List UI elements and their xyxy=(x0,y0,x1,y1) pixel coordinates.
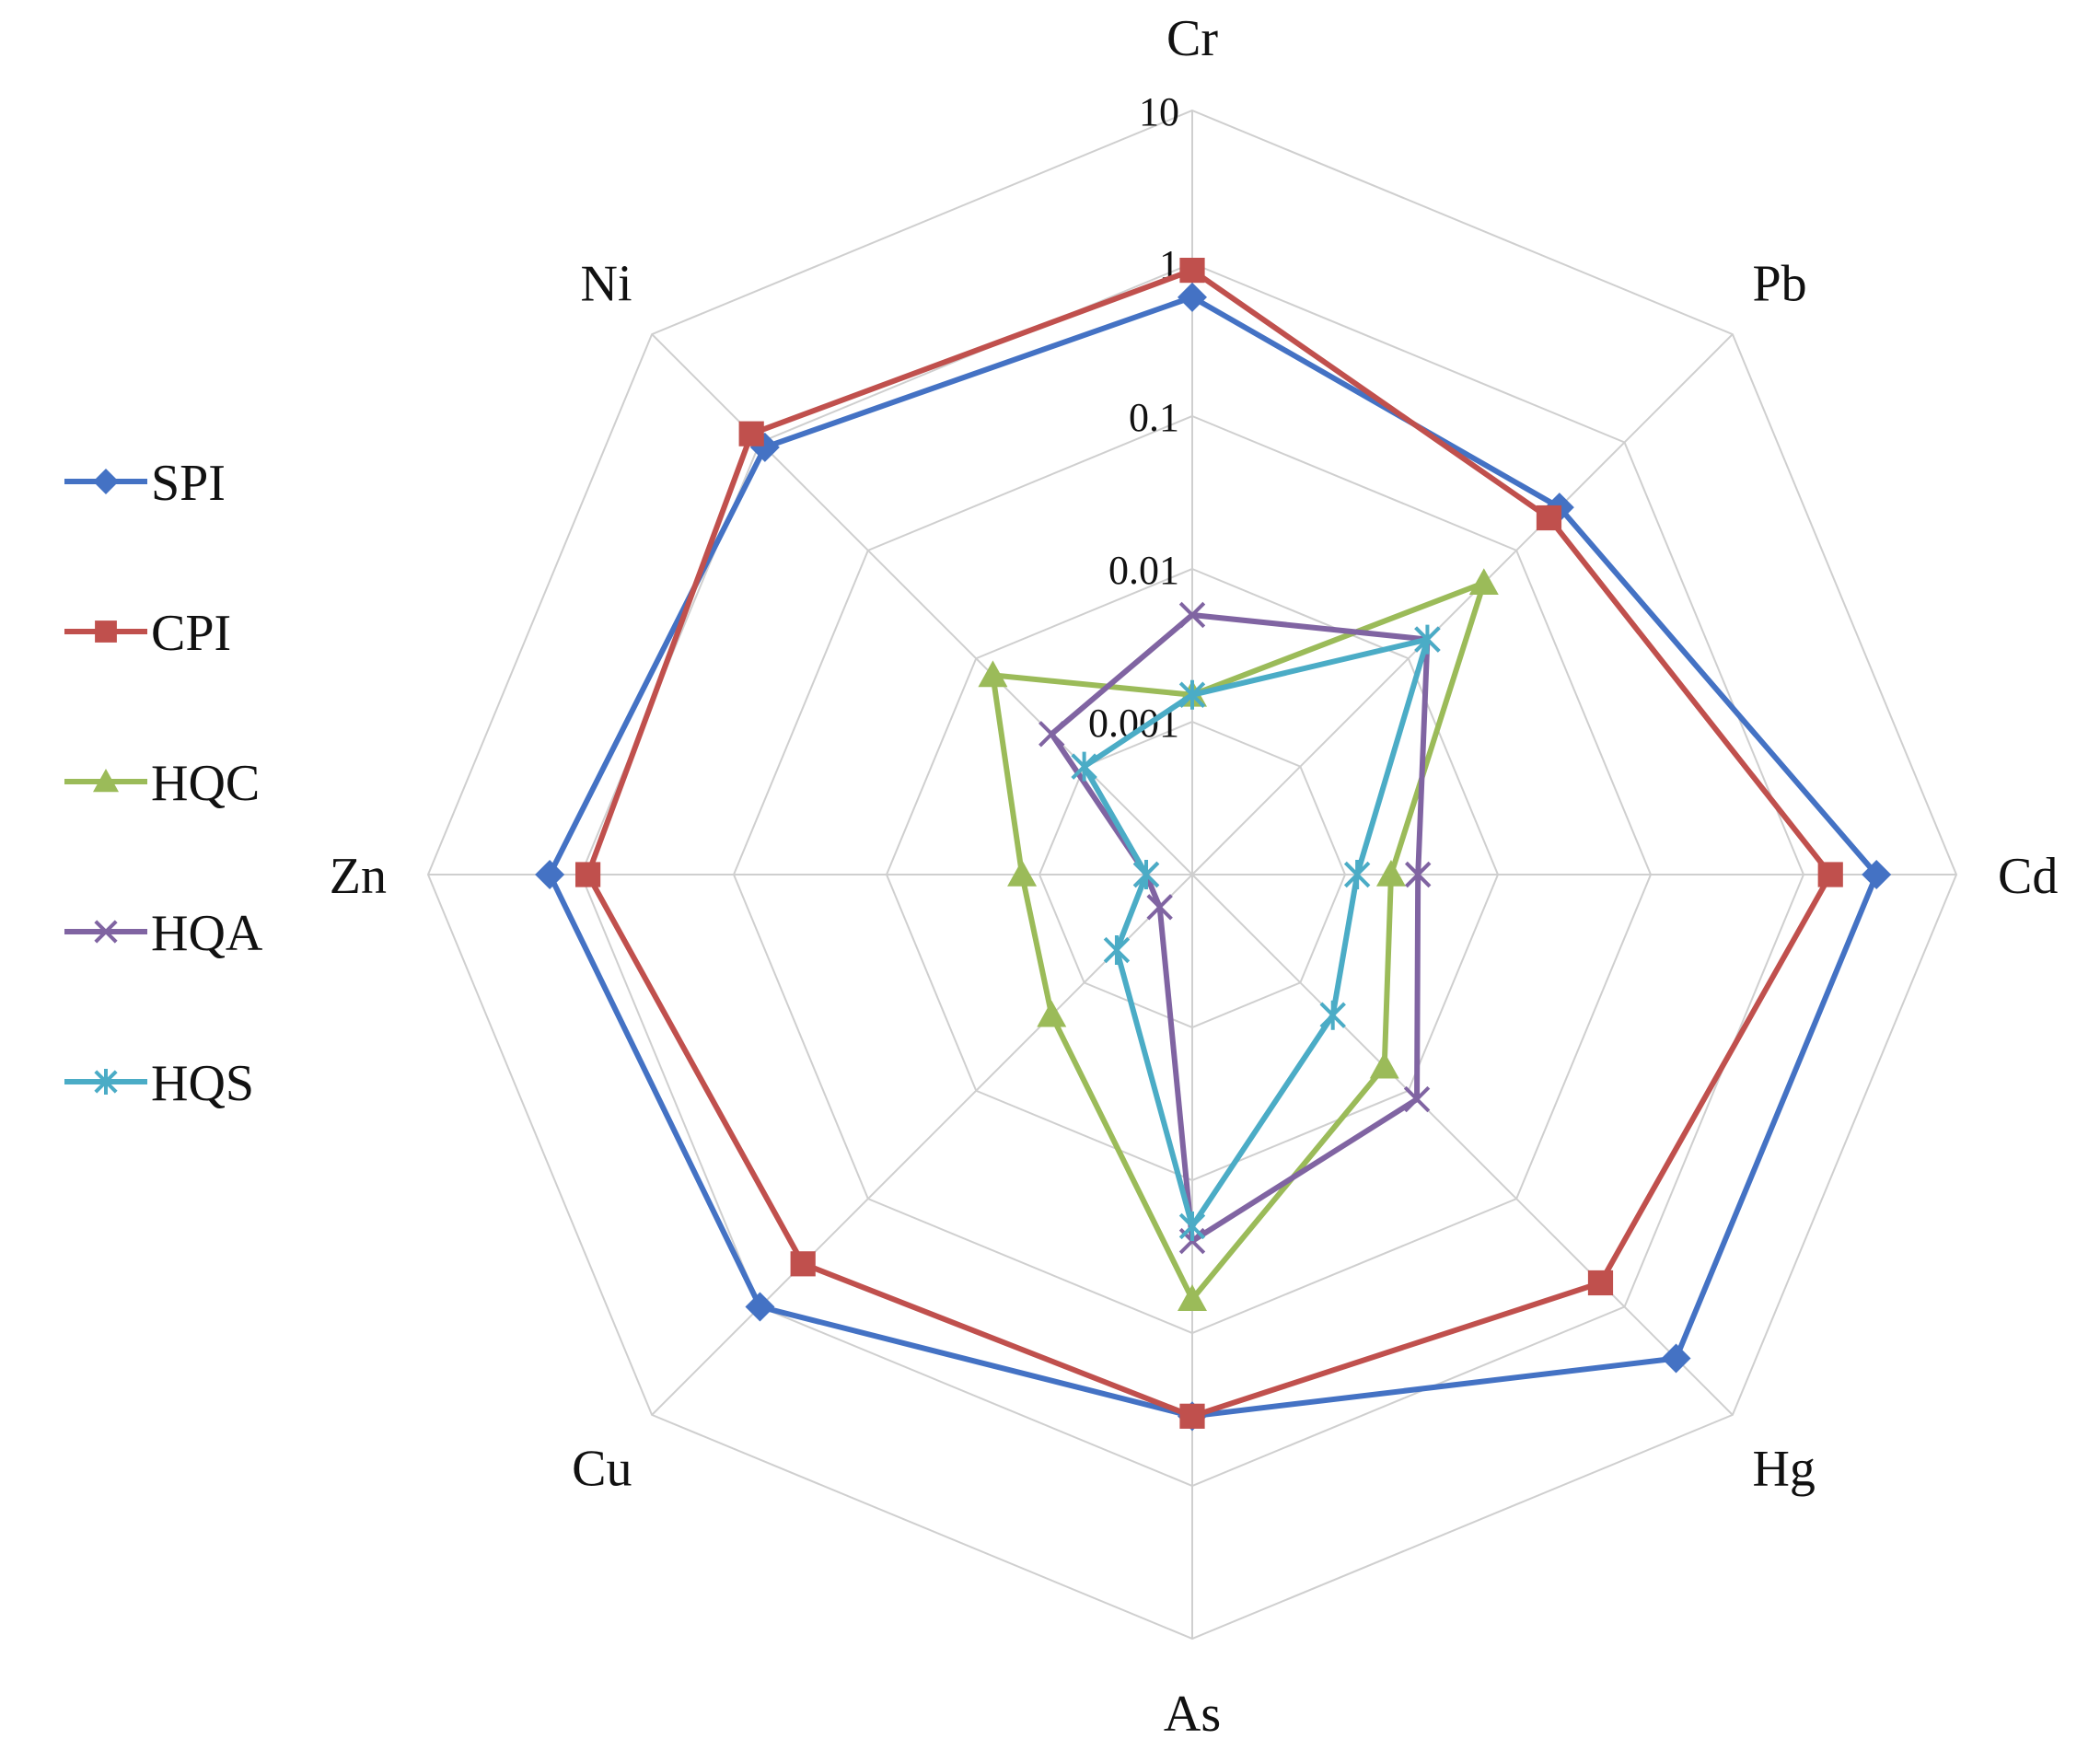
axis-spoke xyxy=(1191,874,1734,1416)
data-point xyxy=(1178,1284,1207,1311)
data-point xyxy=(1587,1270,1614,1296)
axis-label-cr: Cr xyxy=(1166,10,1218,67)
tick-label: 0.1 xyxy=(1129,395,1179,440)
data-point xyxy=(93,769,119,793)
data-point xyxy=(1071,751,1097,782)
data-point xyxy=(1179,257,1205,284)
tick-label: 0.001 xyxy=(1088,701,1179,746)
legend-item-hqa: HQA xyxy=(64,905,263,962)
data-point xyxy=(790,1251,816,1277)
data-series xyxy=(535,257,1892,1432)
legend-item-hqc: HQC xyxy=(64,755,260,812)
data-point xyxy=(738,421,764,446)
data-point xyxy=(535,860,565,889)
axis-label-cu: Cu xyxy=(572,1440,632,1497)
data-point xyxy=(1468,568,1499,595)
axis-label-zn: Zn xyxy=(330,848,387,905)
data-point xyxy=(1414,624,1441,655)
tick-label: 10 xyxy=(1139,89,1179,134)
data-point xyxy=(1178,282,1207,312)
legend-item-cpi: CPI xyxy=(64,605,231,662)
axis-spoke xyxy=(651,874,1193,1416)
axis-label-as: As xyxy=(1164,1686,1221,1743)
data-point xyxy=(1007,860,1038,887)
series-line xyxy=(547,294,1880,1420)
data-point xyxy=(1146,894,1173,921)
data-point xyxy=(574,862,601,887)
legend-label: CPI xyxy=(151,605,231,662)
data-point xyxy=(1817,862,1843,887)
legend-item-spi: SPI xyxy=(64,455,226,512)
data-point xyxy=(1178,1211,1206,1241)
series-spi xyxy=(535,282,1892,1432)
data-point xyxy=(1536,504,1562,531)
axis-labels: Cr Pb Cd Hg As Cu Zn Ni xyxy=(330,10,2059,1743)
data-point xyxy=(1038,721,1065,748)
data-point xyxy=(1178,679,1206,710)
data-point xyxy=(1343,860,1371,889)
axis-label-cd: Cd xyxy=(1998,848,2058,905)
data-point xyxy=(94,1069,118,1095)
data-point xyxy=(745,1292,775,1322)
data-point xyxy=(94,920,118,944)
data-point xyxy=(1037,1000,1067,1027)
data-point xyxy=(1369,1051,1399,1079)
data-point xyxy=(1103,935,1131,966)
data-point xyxy=(1132,860,1160,889)
data-point xyxy=(1178,601,1206,629)
axis-spoke xyxy=(1191,333,1734,876)
axis-label-hg: Hg xyxy=(1752,1440,1815,1497)
data-point xyxy=(1375,860,1406,887)
data-point xyxy=(1404,861,1432,888)
legend-label: HQA xyxy=(151,905,263,962)
series-hqs xyxy=(1071,624,1441,1241)
legend-label: HQS xyxy=(151,1055,254,1112)
data-point xyxy=(95,620,117,643)
legend-label: HQC xyxy=(151,755,260,812)
data-point xyxy=(1661,1343,1691,1374)
series-hqc xyxy=(978,568,1499,1311)
data-point xyxy=(1403,1085,1431,1113)
series-cpi xyxy=(574,257,1843,1429)
data-point xyxy=(1862,860,1892,889)
legend-label: SPI xyxy=(151,455,226,512)
axis-label-ni: Ni xyxy=(581,256,632,313)
legend: SPI CPI HQC HQA HQS xyxy=(64,455,263,1112)
data-point xyxy=(1179,1403,1205,1429)
tick-label: 0.01 xyxy=(1108,548,1179,593)
data-point xyxy=(93,469,119,494)
axis-label-pb: Pb xyxy=(1752,256,1806,313)
data-point xyxy=(1319,1000,1346,1030)
data-point xyxy=(978,660,1008,688)
legend-item-hqs: HQS xyxy=(64,1055,254,1112)
axis-spoke xyxy=(651,333,1193,876)
